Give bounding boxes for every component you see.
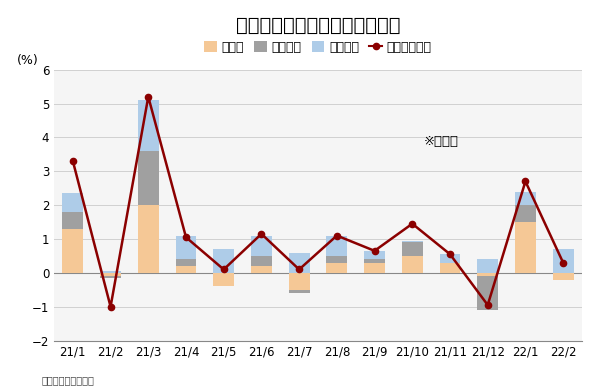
Bar [289, 273, 310, 290]
Bar [402, 256, 422, 273]
Bar [515, 205, 536, 222]
Text: (%): (%) [17, 54, 39, 67]
Bar [62, 193, 83, 212]
Bar [289, 290, 310, 293]
Bar [176, 236, 196, 259]
Text: 出所：米経済分析局: 出所：米経済分析局 [42, 375, 95, 385]
Bar [138, 151, 158, 205]
Bar [402, 241, 422, 242]
Bar [100, 271, 121, 273]
Bar [100, 273, 121, 276]
Bar [515, 192, 536, 205]
Bar [478, 276, 498, 310]
Bar [100, 276, 121, 278]
Bar [326, 263, 347, 273]
Bar [138, 205, 158, 273]
Bar [62, 229, 83, 273]
Bar [478, 259, 498, 273]
Legend: 耐久財, 非耐久財, サービス, 個人消費支出: 耐久財, 非耐久財, サービス, 個人消費支出 [204, 41, 432, 54]
Bar [138, 100, 158, 151]
Bar [251, 256, 272, 266]
Bar [364, 251, 385, 259]
Bar [289, 253, 310, 273]
Bar [440, 254, 460, 263]
Bar [251, 266, 272, 273]
Bar [440, 263, 460, 273]
Bar [214, 249, 234, 273]
Bar [553, 273, 574, 279]
Bar [515, 222, 536, 273]
Bar [478, 273, 498, 276]
Bar [251, 236, 272, 256]
Bar [176, 259, 196, 266]
Bar [214, 273, 234, 286]
Title: 個人消費支出、項目別の寄与度: 個人消費支出、項目別の寄与度 [236, 16, 400, 35]
Bar [326, 236, 347, 256]
Bar [553, 249, 574, 273]
Bar [364, 259, 385, 263]
Bar [176, 266, 196, 273]
Text: ※前月比: ※前月比 [424, 135, 458, 148]
Bar [326, 256, 347, 263]
Bar [402, 242, 422, 256]
Bar [62, 212, 83, 229]
Bar [364, 263, 385, 273]
